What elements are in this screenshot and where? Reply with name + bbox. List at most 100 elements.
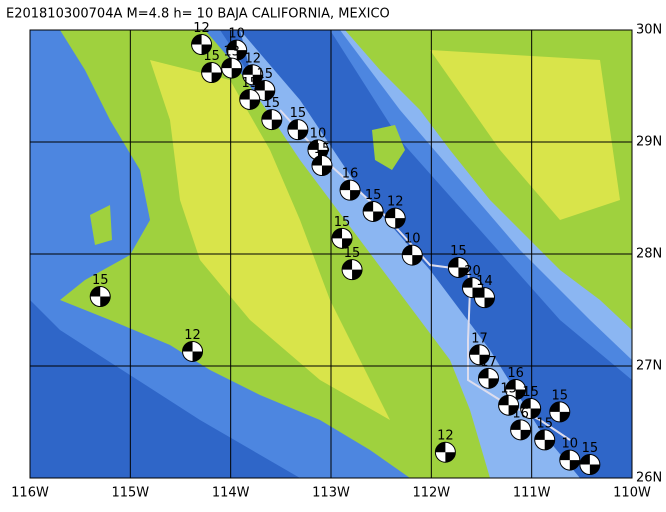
beachball	[261, 109, 283, 131]
y-tick-label: 29N	[636, 135, 662, 150]
beachball	[339, 179, 361, 201]
depth-label: 15	[264, 96, 281, 111]
x-tick-label: 111W	[513, 486, 551, 501]
beachball	[362, 200, 384, 222]
beachball-quadrant	[242, 64, 263, 85]
beachball-quadrant	[474, 287, 495, 308]
depth-label: 14	[476, 274, 493, 289]
depth-label: 15	[314, 142, 331, 157]
depth-label: 10	[228, 27, 245, 42]
map-title: E201810300704A M=4.8 h= 10 BAJA CALIFORN…	[6, 7, 390, 22]
depth-label: 17	[480, 355, 497, 370]
depth-label: 15	[450, 244, 467, 259]
depth-label: 10	[562, 437, 579, 452]
depth-label: 15	[365, 188, 382, 203]
y-tick-label: 26N	[636, 471, 662, 486]
depth-label: 15	[582, 441, 599, 456]
beachball-quadrant	[549, 401, 570, 422]
beachball-quadrant	[498, 395, 519, 416]
beachball-quadrant	[311, 155, 332, 176]
beachball	[242, 64, 264, 86]
beachball-quadrant	[261, 109, 282, 130]
beachball	[579, 454, 601, 476]
beachball	[221, 57, 243, 79]
x-tick-label: 115W	[111, 486, 149, 501]
x-tick-label: 113W	[312, 486, 350, 501]
beachball-quadrant	[478, 368, 499, 389]
depth-label: 15	[290, 106, 307, 121]
x-tick-label: 114W	[212, 486, 250, 501]
beachball-quadrant	[226, 40, 247, 61]
depth-label: 15	[257, 67, 274, 82]
beachball	[520, 398, 542, 420]
beachball	[226, 39, 248, 61]
beachball	[287, 119, 309, 141]
beachball	[239, 88, 261, 110]
beachball	[478, 367, 500, 389]
beachball	[510, 419, 532, 441]
beachball	[384, 207, 406, 229]
beachball-quadrant	[342, 259, 363, 280]
beachball	[534, 429, 556, 451]
beachball-quadrant	[385, 208, 406, 229]
x-tick-label: 112W	[412, 486, 450, 501]
beachball-quadrant	[254, 80, 275, 101]
beachball-quadrant	[363, 201, 384, 222]
depth-label: 12	[193, 21, 210, 36]
depth-label: 15	[241, 76, 258, 91]
depth-label: 15	[522, 385, 539, 400]
depth-label: 12	[387, 195, 404, 210]
beachball-quadrant	[201, 62, 222, 83]
beachball-quadrant	[469, 344, 490, 365]
beachball-quadrant	[90, 286, 111, 307]
depth-label: 15	[334, 215, 351, 230]
beachball-quadrant	[579, 454, 600, 475]
depth-label: 12	[437, 429, 454, 444]
depth-label: 16	[342, 167, 359, 182]
y-tick-label: 27N	[636, 359, 662, 374]
depth-label: 15	[551, 388, 568, 403]
beachball	[498, 394, 520, 416]
beachball-quadrant	[505, 379, 526, 400]
beachball-quadrant	[402, 245, 423, 266]
y-tick-label: 28N	[636, 247, 662, 262]
x-tick-label: 110W	[613, 486, 651, 501]
beachball-quadrant	[182, 341, 203, 362]
beachball-quadrant	[239, 89, 260, 110]
beachball-quadrant	[307, 139, 328, 160]
beachball-quadrant	[435, 442, 456, 463]
beachball	[401, 244, 423, 266]
beachball	[89, 286, 111, 308]
beachball-quadrant	[340, 180, 361, 201]
beachball	[191, 34, 213, 56]
beachball	[254, 79, 276, 101]
depth-label: 12	[184, 328, 201, 343]
depth-label: 15	[344, 246, 361, 261]
beachball-quadrant	[287, 119, 308, 140]
beachball-quadrant	[191, 34, 212, 55]
beachball-quadrant	[448, 257, 469, 278]
depth-label: 13	[223, 45, 240, 60]
depth-label: 20	[464, 264, 481, 279]
x-tick-label: 116W	[11, 486, 49, 501]
beachball-quadrant	[510, 419, 531, 440]
depth-label: 16	[507, 366, 524, 381]
beachball	[434, 441, 456, 463]
depth-label: 15	[536, 416, 553, 431]
beachball	[307, 139, 329, 161]
beachball-quadrant	[559, 450, 580, 471]
depth-label: 12	[244, 51, 261, 66]
beachball	[447, 256, 469, 278]
beachball-quadrant	[221, 58, 242, 79]
depth-label: 15	[92, 273, 109, 288]
depth-label: 15	[203, 49, 220, 64]
beachball	[549, 401, 571, 423]
depth-label: 10	[310, 126, 327, 141]
depth-label: 10	[404, 232, 421, 247]
depth-label: 16	[512, 406, 529, 421]
beachball	[468, 344, 490, 366]
beachball-quadrant	[520, 398, 541, 419]
depth-label: 15	[500, 382, 517, 397]
